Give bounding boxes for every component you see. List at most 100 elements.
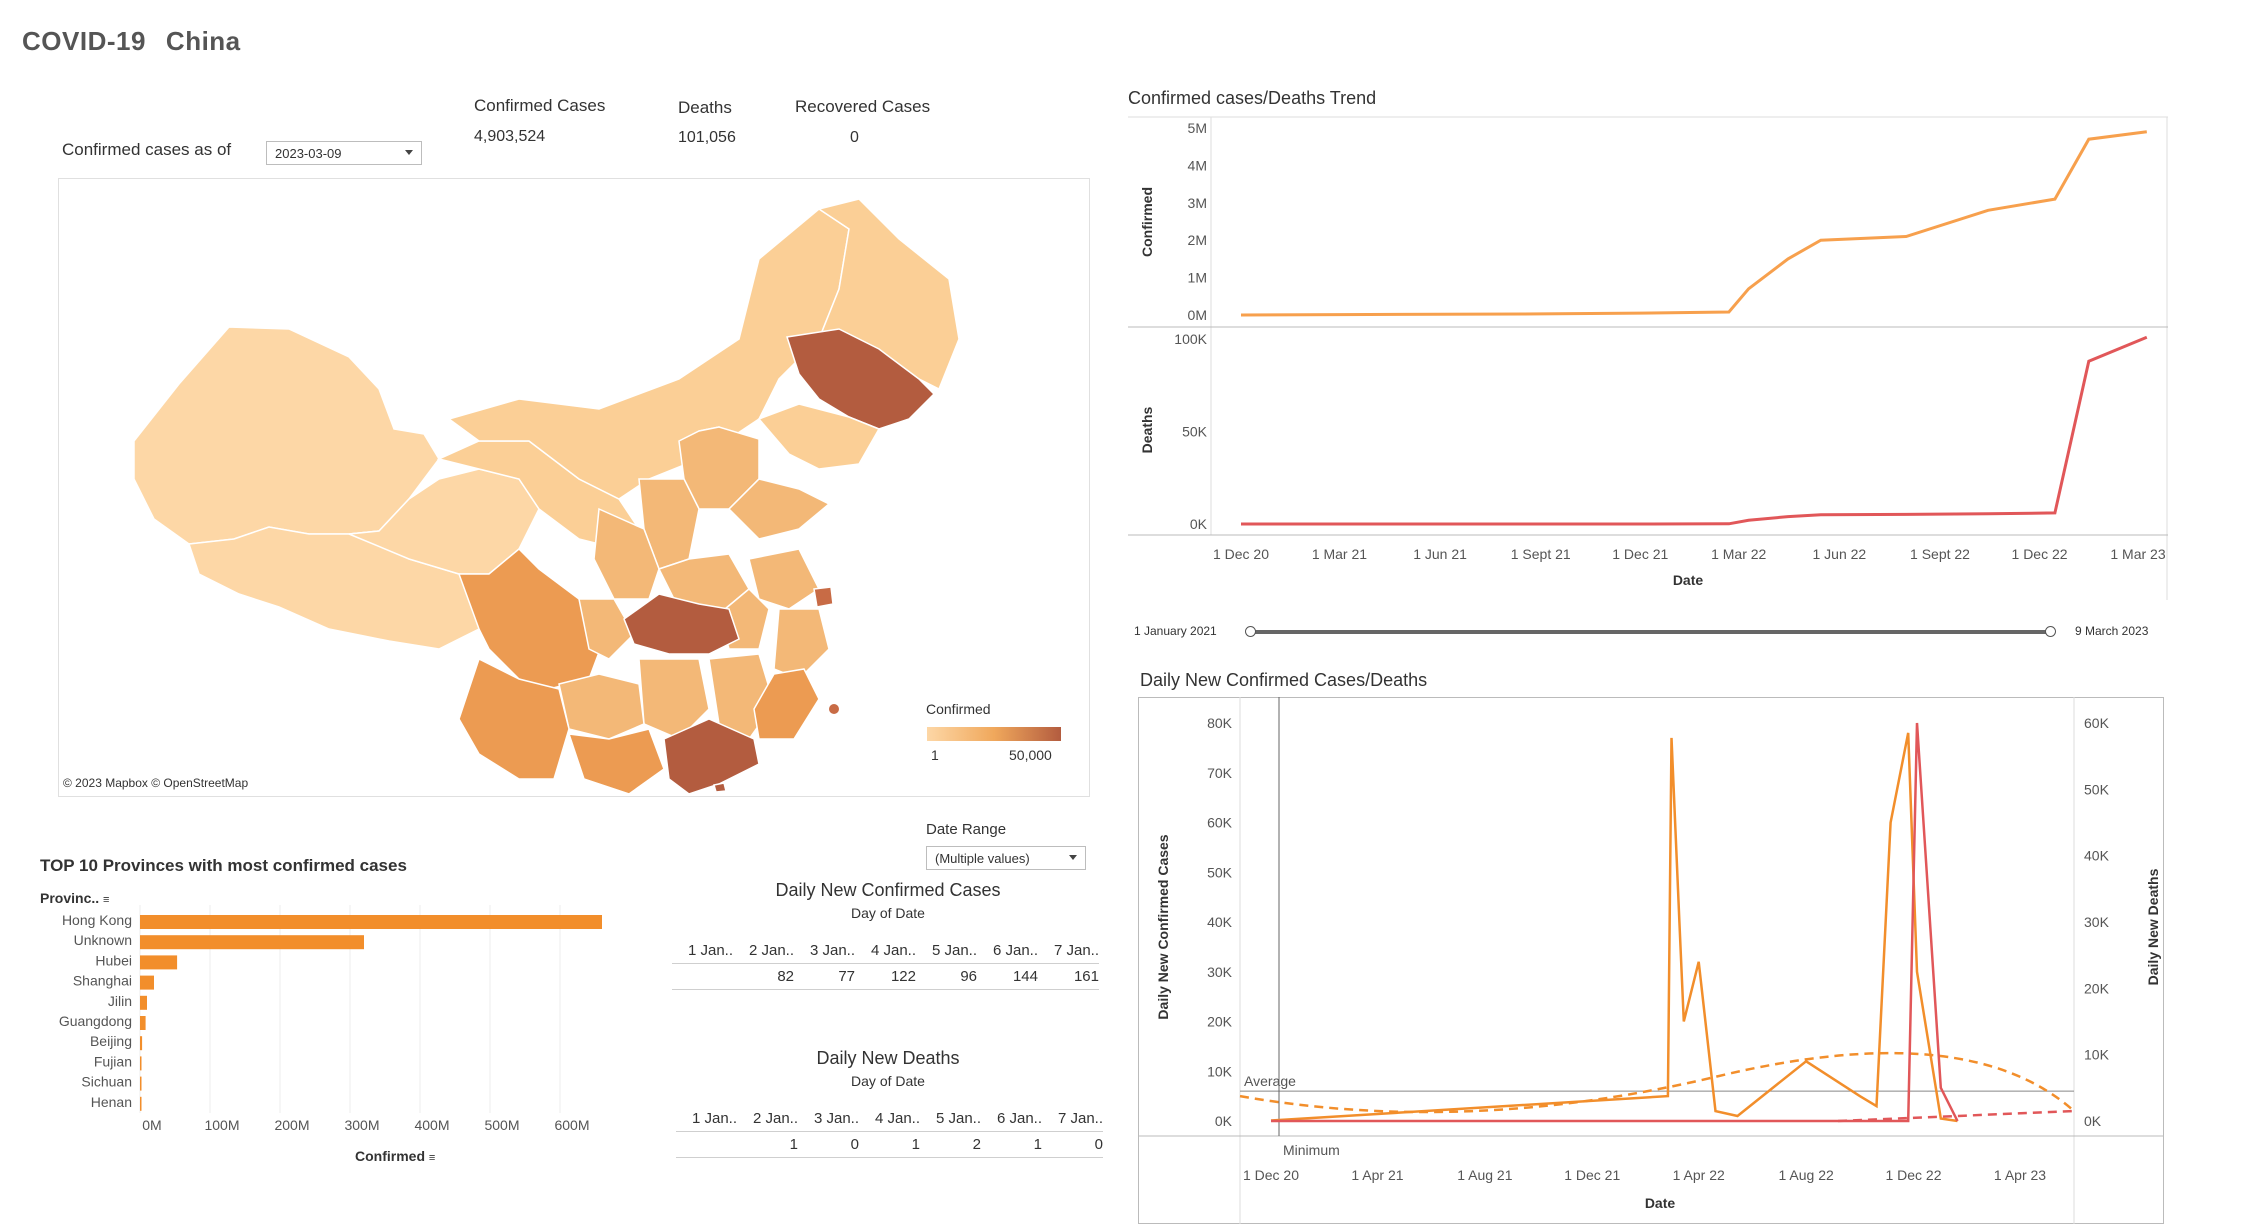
map-attribution: © 2023 Mapbox © OpenStreetMap — [63, 776, 249, 790]
daily-right-y-tick: 50K — [2084, 781, 2110, 797]
china-map[interactable]: Confirmed 1 50,000 © 2023 Mapbox © OpenS… — [58, 178, 1090, 797]
table-cell: 1 — [981, 1131, 1042, 1158]
date-slider-track[interactable] — [1250, 630, 2050, 634]
date-range-label: Date Range — [926, 821, 1007, 838]
daily-x-tick: 1 Dec 20 — [1243, 1167, 1299, 1183]
kpi-confirmed-value: 4,903,524 — [474, 128, 546, 145]
trend-x-tick: 1 Mar 21 — [1312, 546, 1367, 562]
top10-dim-header[interactable]: Provinc.. ≡ — [40, 890, 109, 906]
bar-x-tick: 0M — [142, 1117, 161, 1133]
daily-right-y-tick: 30K — [2084, 914, 2110, 930]
daily-left-y-tick: 80K — [1207, 715, 1233, 731]
daily-left-y-tick: 40K — [1207, 914, 1233, 930]
daily-x-tick: 1 Dec 22 — [1885, 1167, 1941, 1183]
date-range-value: (Multiple values) — [935, 850, 1030, 866]
daily-x-tick: 1 Dec 21 — [1564, 1167, 1620, 1183]
bar-x-tick: 100M — [204, 1117, 239, 1133]
daily-right-y-tick: 60K — [2084, 715, 2110, 731]
slider-start-handle[interactable] — [1245, 626, 1256, 637]
trend-x-tick: 1 Sept 21 — [1511, 546, 1571, 562]
daily-deaths-table-subtitle: Day of Date — [851, 1073, 925, 1089]
slider-end-label: 9 March 2023 — [2075, 624, 2149, 638]
bar — [140, 995, 147, 1010]
trend-x-title: Date — [1673, 572, 1704, 588]
daily-chart-title: Daily New Confirmed Cases/Deaths — [1140, 670, 1428, 690]
daily-left-axis-title: Daily New Confirmed Cases — [1155, 834, 1171, 1019]
table-header-cell: 3 Jan.. — [794, 938, 855, 964]
map-region-jiangsu — [748, 548, 820, 610]
bar-category-label: Fujian — [94, 1053, 132, 1069]
table-cell: 96 — [916, 963, 977, 990]
table-header-cell: 6 Jan.. — [977, 938, 1038, 964]
bar-category-label: Beijing — [90, 1033, 132, 1049]
bar — [140, 915, 602, 929]
bar-x-tick: 600M — [554, 1117, 589, 1133]
daily-x-tick: 1 Aug 21 — [1457, 1167, 1512, 1183]
daily-x-tick: 1 Apr 23 — [1994, 1167, 2046, 1183]
table-header-cell: 6 Jan.. — [981, 1106, 1042, 1132]
deaths-y-tick: 100K — [1174, 331, 1207, 347]
map-region-guangdong — [663, 718, 760, 795]
daily-right-y-tick: 0K — [2084, 1113, 2102, 1129]
bar-category-label: Unknown — [74, 932, 132, 948]
bar-category-label: Shanghai — [73, 973, 132, 989]
sort-icon: ≡ — [103, 894, 110, 906]
confirmed-axis-title: Confirmed — [1139, 187, 1155, 257]
kpi-deaths-value: 101,056 — [678, 129, 736, 146]
daily-left-y-tick: 20K — [1207, 1014, 1233, 1030]
daily-left-y-tick: 50K — [1207, 864, 1233, 880]
map-region-yunnan — [458, 657, 570, 780]
top10-bar-chart: Hong Kong Unknown Hubei Shanghai Jilin Guangd… — [59, 905, 602, 1133]
table-row: 1 0 1 2 1 0 — [676, 1131, 1103, 1158]
table-cell: 144 — [977, 963, 1038, 990]
deaths-axis-title: Deaths — [1139, 406, 1155, 453]
trend-x-tick: 1 Mar 23 — [2110, 546, 2165, 562]
bar — [140, 1036, 143, 1051]
daily-deaths-table-title: Daily New Deaths — [816, 1048, 960, 1068]
confirmed-y-tick: 2M — [1188, 232, 1207, 248]
table-cell: 1 — [859, 1131, 920, 1158]
daily-x-tick: 1 Apr 22 — [1673, 1167, 1725, 1183]
table-cell: 2 — [920, 1131, 981, 1158]
map-region-guangxi — [567, 728, 665, 795]
confirmed-y-tick: 3M — [1188, 195, 1207, 211]
title-covid: COVID-19 — [22, 26, 146, 56]
title-country: China — [165, 26, 241, 56]
table-cell: 82 — [733, 963, 794, 990]
table-header-cell: 5 Jan.. — [920, 1106, 981, 1132]
slider-start-label: 1 January 2021 — [1134, 624, 1217, 638]
map-region-zhejiang — [773, 608, 830, 680]
slider-end-handle[interactable] — [2045, 626, 2056, 637]
table-cell: 122 — [855, 963, 916, 990]
bar-x-tick: 500M — [484, 1117, 519, 1133]
asof-date-select[interactable]: 2023-03-09 — [266, 141, 422, 165]
table-header-cell: 7 Jan.. — [1038, 938, 1099, 964]
daily-left-y-tick: 0K — [1215, 1113, 1233, 1129]
confirmed-y-tick: 0M — [1188, 307, 1207, 323]
map-region-taiwan — [829, 704, 839, 714]
table-cell — [672, 963, 733, 990]
top10-measure-header[interactable]: Confirmed ≡ — [355, 1148, 435, 1164]
chevron-down-icon — [405, 150, 413, 155]
daily-deaths-series-line — [1271, 722, 1959, 1123]
table-cell: 77 — [794, 963, 855, 990]
deaths-trend-line — [1837, 1109, 2075, 1123]
deaths-series-line — [1241, 335, 2148, 526]
bar-x-tick: 200M — [274, 1117, 309, 1133]
confirmed-series-line — [1240, 130, 2147, 317]
confirmed-y-tick: 4M — [1188, 157, 1207, 173]
bar — [140, 1096, 142, 1111]
table-header-cell: 4 Jan.. — [859, 1106, 920, 1132]
map-region-shaanxi — [593, 507, 660, 600]
bar-category-label: Jilin — [108, 993, 132, 1009]
top10-dim-label: Provinc.. — [40, 890, 100, 906]
bar — [140, 1016, 146, 1030]
date-range-select[interactable]: (Multiple values) — [926, 846, 1086, 870]
daily-chart: 0K 10K 20K 30K 40K 50K 60K 70K 80K 0K 10K 20K 30K 40K… — [1138, 697, 2164, 1224]
daily-x-tick: 1 Aug 22 — [1778, 1167, 1833, 1183]
table-cell: 161 — [1038, 963, 1099, 990]
daily-left-y-tick: 70K — [1207, 765, 1233, 781]
map-region-hubei — [623, 593, 740, 655]
bar — [140, 975, 154, 990]
minimum-ref-label: Minimum — [1283, 1142, 1340, 1158]
